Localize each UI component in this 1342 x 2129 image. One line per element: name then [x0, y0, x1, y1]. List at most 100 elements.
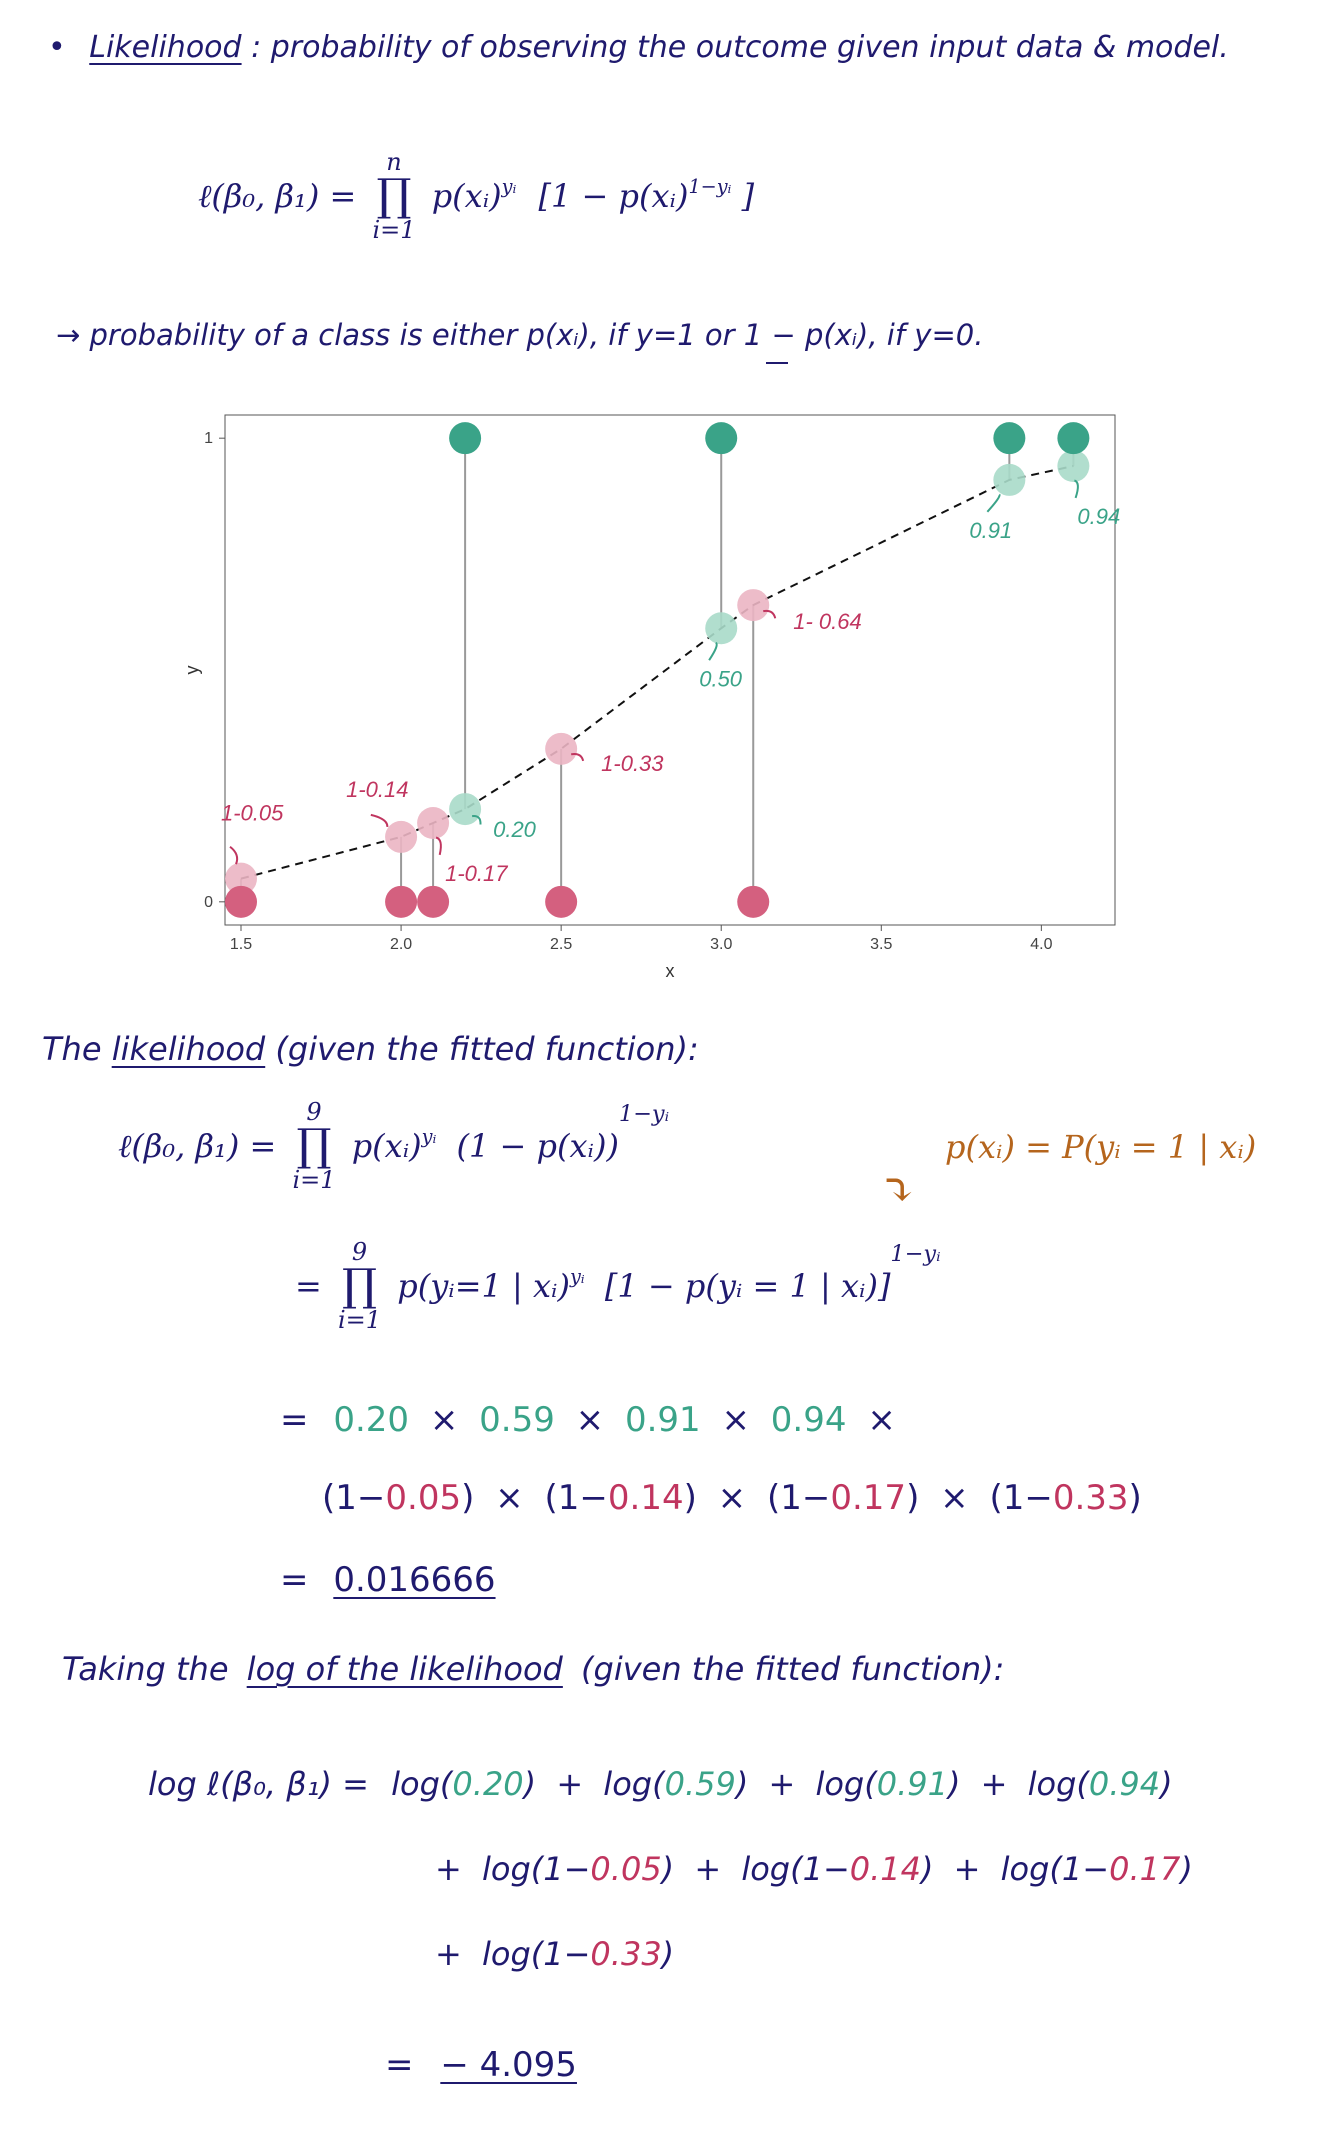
eq2-upper: 9 — [351, 1238, 368, 1266]
formula1-exp2: 1−yᵢ — [688, 174, 732, 198]
log3-v1: 0.33 — [590, 1935, 662, 1973]
likelihood-result-value: 0.016666 — [333, 1560, 496, 1600]
eq2-lower: i=1 — [337, 1306, 382, 1334]
formula1-bracket-close: ] — [741, 177, 755, 215]
annotation-leader — [229, 845, 239, 865]
y-axis-label: y — [182, 666, 202, 675]
log1-term-3: log(0.91) — [815, 1765, 960, 1803]
annotation-label: 1-0.05 — [221, 801, 284, 826]
observation-point — [737, 885, 770, 918]
product2-t1: 0.05 — [385, 1478, 462, 1518]
log-open: ( — [530, 1850, 544, 1888]
product1-times-4: × — [867, 1400, 896, 1440]
product2-open-3: (1− — [766, 1478, 831, 1518]
eq1-lhs: ℓ(β₀, β₁) = — [118, 1127, 277, 1165]
log-plus: + — [556, 1765, 584, 1803]
section3-title-term: log of the likelihood — [246, 1650, 563, 1688]
formula1-body: p(xᵢ) — [431, 177, 502, 215]
log3-term-1: log(1−0.33) — [482, 1935, 674, 1973]
product2-open-2: (1− — [544, 1478, 608, 1518]
product1-times-1: × — [429, 1400, 459, 1440]
formula1-bracket-open: [1 − p(xᵢ) — [538, 177, 689, 215]
annotation-leader — [763, 609, 777, 619]
eq1-product: 9 ∏ i=1 — [292, 1100, 335, 1192]
annotation-label: 1-0.14 — [346, 777, 408, 802]
product2-close-3: ) — [906, 1478, 920, 1518]
eq2-product-symbol: ∏ — [342, 1260, 378, 1311]
eq2-eq: = — [295, 1267, 322, 1305]
logistic-chart: 1.5 2.0 2.5 3.0 3.5 4.0 0 1 x y 1-0.05 1-0.14 1-0.17… — [182, 414, 1120, 981]
or-underline — [766, 362, 788, 364]
observation-point — [385, 885, 418, 918]
fitted-point — [737, 589, 770, 622]
intro-definition: : probability of observing the outcome g… — [251, 30, 1229, 65]
section3-title: Taking the log of the likelihood (given … — [62, 1650, 1004, 1688]
x-tick-label: 2.0 — [390, 936, 412, 953]
log2-term-3: log(1−0.17) — [1001, 1850, 1193, 1888]
likelihood-formula-general: ℓ(β₀, β₁) = n ∏ i=1 p(xᵢ)yᵢ [1 − p(xᵢ)1−… — [198, 150, 754, 242]
eq1-body: p(xᵢ) — [351, 1127, 422, 1165]
log-close: ) — [523, 1765, 537, 1803]
log-result-eq: = — [385, 2045, 414, 2085]
product1-eq: = — [280, 1400, 309, 1440]
log-open: ( — [439, 1765, 453, 1803]
log-close: ) — [735, 1765, 749, 1803]
log-close: ) — [661, 1935, 675, 1973]
eq2-bracket: [1 − p(yᵢ = 1 | xᵢ)] — [604, 1267, 891, 1305]
log-label: log — [741, 1850, 791, 1888]
log-plus: + — [768, 1765, 796, 1803]
product1-v2: 0.59 — [479, 1400, 555, 1440]
product2-open-4: (1− — [989, 1478, 1053, 1518]
eq1-product-symbol: ∏ — [296, 1120, 332, 1171]
intro-line: • Likelihood : probability of observing … — [48, 30, 1229, 65]
section2-title-post: (given the fitted function): — [275, 1030, 699, 1068]
x-axis-label: x — [666, 961, 675, 981]
log-one-minus: 1− — [543, 1935, 591, 1973]
fitted-point — [417, 807, 450, 839]
product-line-1: = 0.20 × 0.59 × 0.91 × 0.94 × — [280, 1400, 896, 1440]
observation-point — [545, 885, 578, 918]
product1-times-3: × — [721, 1400, 750, 1440]
log-one-minus: 1− — [1061, 1850, 1110, 1888]
product2-close-1: ) — [461, 1478, 475, 1518]
x-tick-label: 3.0 — [710, 936, 732, 953]
observation-point — [417, 885, 450, 918]
log-plus: + — [980, 1765, 1008, 1803]
log-plus: + — [435, 1935, 462, 1973]
observation-point — [705, 422, 738, 455]
section3-title-pre: Taking the — [62, 1650, 229, 1688]
annotation-label: 1- 0.64 — [793, 609, 862, 634]
annotation-leader — [986, 493, 1001, 513]
likelihood-result: = 0.016666 — [280, 1560, 496, 1600]
log-close: ) — [1180, 1850, 1193, 1888]
section3-title-post: (given the fitted function): — [581, 1650, 1005, 1688]
likelihood-result-eq: = — [280, 1560, 309, 1600]
bullet: • — [48, 30, 66, 65]
product2-times-2: × — [717, 1478, 747, 1518]
product2-t4: 0.33 — [1052, 1478, 1129, 1518]
log-plus: + — [953, 1850, 981, 1888]
observation-point — [225, 885, 258, 918]
log-close: ) — [921, 1850, 934, 1888]
eq1-exp1: yᵢ — [421, 1124, 437, 1148]
formula1-upper: n — [386, 148, 402, 176]
formula1-exp1: yᵢ — [501, 174, 517, 198]
section2-title: The likelihood (given the fitted functio… — [42, 1030, 699, 1068]
eq1-exp2: 1−yᵢ — [618, 1100, 670, 1127]
log-label: log — [1000, 1850, 1050, 1888]
fitted-point — [385, 820, 418, 853]
log-plus: + — [435, 1850, 462, 1888]
annotation-leader — [471, 814, 482, 825]
curved-arrow-icon: ⤵ — [880, 1165, 917, 1216]
log-plus: + — [694, 1850, 722, 1888]
side-note: p(xᵢ) = P(yᵢ = 1 | xᵢ) — [945, 1128, 1257, 1166]
log-open: ( — [790, 1850, 803, 1888]
product1-times-2: × — [575, 1400, 605, 1440]
log1-term-2: log(0.59) — [603, 1765, 748, 1803]
x-tick-label: 2.5 — [550, 936, 572, 953]
log-open: ( — [530, 1935, 544, 1973]
annotation-leader — [370, 813, 389, 827]
annotation-leader — [1073, 479, 1079, 499]
formula1-lower: i=1 — [372, 216, 416, 244]
eq1-lower: i=1 — [292, 1166, 336, 1194]
